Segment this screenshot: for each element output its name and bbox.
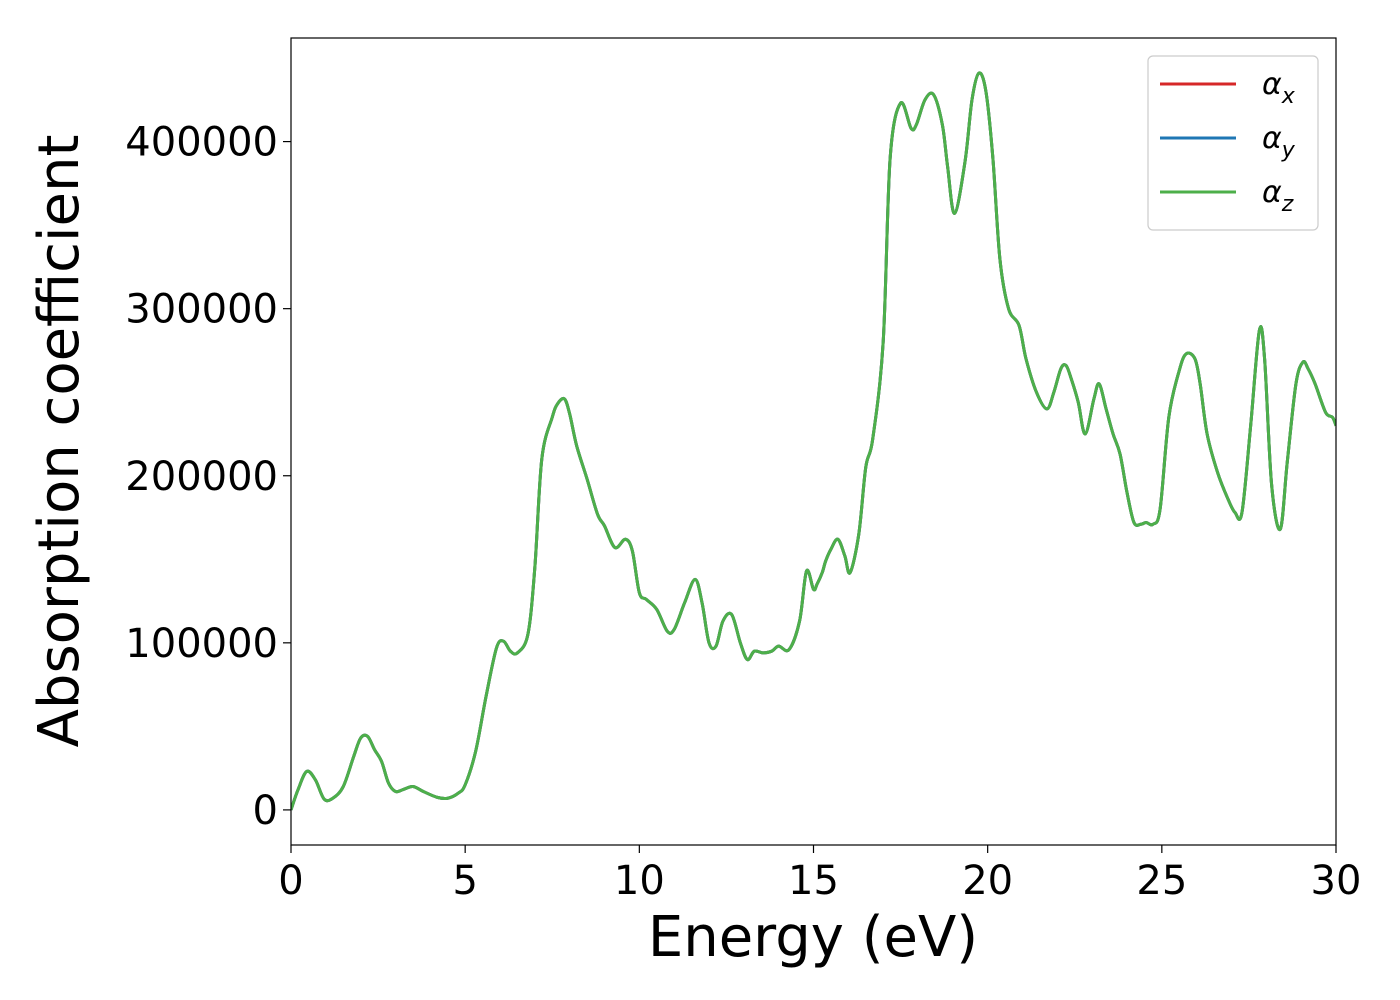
x-tick-label: 30 <box>1311 858 1362 904</box>
x-axis-ticks: 0 5 10 15 20 25 30 <box>278 845 1361 904</box>
legend-label-y: αy <box>1262 121 1296 163</box>
legend-label-z: αz <box>1262 175 1294 217</box>
y-tick-label: 200000 <box>125 454 278 500</box>
x-tick-label: 5 <box>452 858 477 904</box>
y-tick-label: 100000 <box>125 621 278 667</box>
x-tick-label: 0 <box>278 858 303 904</box>
x-tick-label: 25 <box>1136 858 1187 904</box>
y-tick-label: 400000 <box>125 120 278 166</box>
x-axis-title: Energy (eV) <box>648 905 978 970</box>
y-axis-title: Absorption coefficient <box>27 135 92 748</box>
x-tick-label: 20 <box>962 858 1013 904</box>
x-tick-label: 15 <box>788 858 839 904</box>
series-line-z <box>291 71 1336 811</box>
legend: αx αy αz <box>1147 55 1319 231</box>
y-axis-ticks: 0 100000 200000 300000 400000 <box>125 120 291 834</box>
y-tick-label: 300000 <box>125 287 278 333</box>
y-tick-label: 0 <box>253 788 278 834</box>
legend-label-x: αx <box>1262 67 1296 109</box>
x-tick-label: 10 <box>614 858 665 904</box>
legend-box <box>1147 55 1319 231</box>
